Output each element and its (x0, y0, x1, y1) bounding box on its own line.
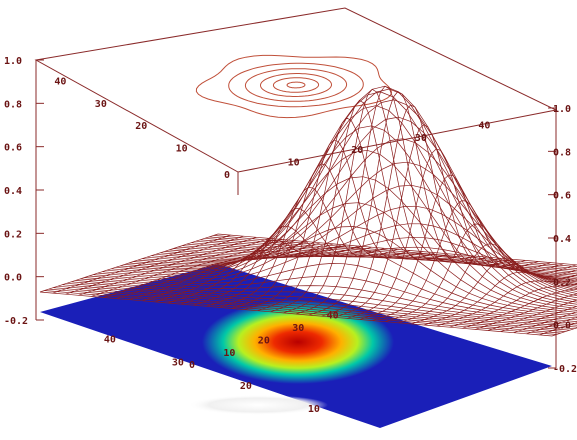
z-tick-label-left: 0.0 (4, 273, 22, 284)
floor-y-tick-label: 10 (308, 404, 320, 415)
wire-line-v (309, 92, 487, 316)
z-tick-label-left: 0.2 (4, 229, 22, 240)
x-tick-label: 40 (478, 120, 490, 131)
y-tick-label: 20 (135, 121, 147, 132)
z-tick-label-right: 0.0 (553, 321, 571, 332)
z-tick-label-left: 1.0 (4, 56, 22, 67)
z-tick-label-left: 0.8 (4, 99, 22, 110)
z-tick-label-right: 1.0 (553, 104, 571, 115)
contour-level (273, 78, 318, 93)
contour-plane-outline (36, 8, 556, 172)
z-tick-label-left: 0.6 (4, 143, 22, 154)
z-tick-label-left: -0.2 (4, 316, 28, 327)
contour-plane (36, 8, 556, 172)
y-tick-label: 10 (176, 144, 188, 155)
floor-y-tick-label: 20 (240, 381, 252, 392)
contour-level (196, 55, 391, 117)
z-tick-label-right: 0.4 (553, 234, 571, 245)
z-tick-label-right: 0.8 (553, 147, 571, 158)
floor-x-tick-label: 20 (258, 335, 270, 346)
floor-y-tick-label: 40 (104, 335, 116, 346)
x-tick-label: 10 (288, 158, 300, 169)
floor-x-tick-label: 10 (223, 348, 235, 359)
contour-level (229, 63, 364, 106)
contour-level (261, 74, 332, 97)
y-tick-label: 30 (95, 99, 107, 110)
y-tick-label: 40 (54, 76, 66, 87)
z-tick-label-right: 0.6 (553, 191, 571, 202)
floor-x-tick-label: 30 (292, 323, 304, 334)
x-tick-label: 20 (351, 145, 363, 156)
x-tick-label: 0 (224, 170, 230, 181)
z-tick-label-right: -0.2 (553, 364, 577, 375)
z-tick-label-left: 0.4 (4, 186, 22, 197)
z-tick-label-right: 0.2 (553, 277, 571, 288)
x-tick-label: 30 (415, 133, 427, 144)
floor-x-tick-label: 0 (189, 360, 195, 371)
floor-y-tick-label: 30 (172, 358, 184, 369)
contour-level (287, 82, 305, 88)
